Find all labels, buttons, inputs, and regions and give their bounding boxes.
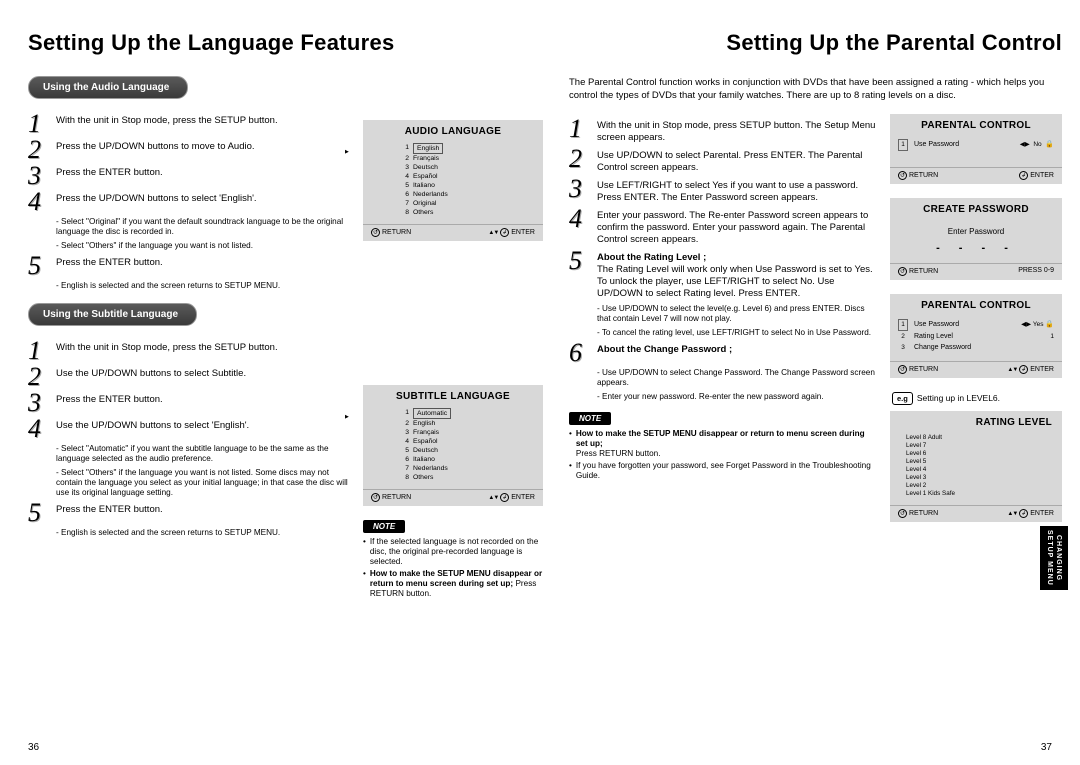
audio-step-5: Press the ENTER button.: [56, 255, 163, 277]
pc-step-3: Use LEFT/RIGHT to select Yes if you want…: [597, 178, 878, 204]
pill-audio: Using the Audio Language: [28, 76, 188, 99]
audio-step-4: Press the UP/DOWN buttons to select 'Eng…: [56, 191, 257, 213]
pc5-note-a: Use UP/DOWN to select the level(e.g. Lev…: [597, 304, 878, 324]
audio-note-b: Select "Others" if the language you want…: [56, 241, 355, 251]
audio-step-2: Press the UP/DOWN buttons to move to Aud…: [56, 139, 255, 161]
enter-label: ▲▼ ↲ENTER: [488, 228, 535, 237]
sub-step-4: Use the UP/DOWN buttons to select 'Engli…: [56, 418, 249, 440]
example-line: e.gSetting up in LEVEL6.: [892, 392, 1062, 405]
sub-step-2: Use the UP/DOWN buttons to select Subtit…: [56, 366, 246, 388]
sub-note-5: English is selected and the screen retur…: [56, 528, 355, 538]
audio-steps: 1With the unit in Stop mode, press the S…: [28, 113, 355, 213]
rating-list: Level 8 Adult Level 7 Level 6 Level 5 Le…: [890, 432, 1062, 502]
audio-note-5: English is selected and the screen retur…: [56, 281, 355, 291]
note-block-right: NOTE How to make the SETUP MENU disappea…: [569, 412, 878, 481]
return-label: ↺RETURN: [371, 228, 411, 237]
page-number-right: 37: [1041, 742, 1052, 753]
screen-subtitle-language: SUBTITLE LANGUAGE 1Automatic 2English 3F…: [363, 385, 543, 506]
audio-step-3: Press the ENTER button.: [56, 165, 163, 187]
side-tab: CHANGINGSETUP MENU: [1040, 526, 1068, 590]
sub-note-a: Select "Automatic" if you want the subti…: [56, 444, 355, 464]
sub-step-3: Press the ENTER button.: [56, 392, 163, 414]
right-title: Setting Up the Parental Control: [569, 30, 1062, 56]
audio-menu-list: 1English 2Français 3Deutsch 4Español 5It…: [371, 143, 535, 217]
left-page: Setting Up the Language Features Using t…: [28, 30, 557, 601]
pc-step-2: Use UP/DOWN to select Parental. Press EN…: [597, 148, 878, 174]
pc-step-1: With the unit in Stop mode, press SETUP …: [597, 118, 878, 144]
pc5-note-b: To cancel the rating level, use LEFT/RIG…: [597, 328, 878, 338]
page-number-left: 36: [28, 742, 39, 753]
pc-step-4: Enter your password. The Re-enter Passwo…: [597, 208, 878, 246]
parental-intro: The Parental Control function works in c…: [569, 76, 1062, 102]
left-title: Setting Up the Language Features: [28, 30, 543, 56]
pc-step-5: About the Rating Level ;The Rating Level…: [597, 250, 878, 300]
sub-step-5: Press the ENTER button.: [56, 502, 163, 524]
sub-step-1: With the unit in Stop mode, press the SE…: [56, 340, 278, 362]
screen-create-password: CREATE PASSWORD Enter Password - - - - ↺…: [890, 198, 1062, 280]
sub-note-b: Select "Others" if the language you want…: [56, 468, 355, 498]
subtitle-steps: 1With the unit in Stop mode, press the S…: [28, 340, 355, 440]
screen-rating-level: RATING LEVEL Level 8 Adult Level 7 Level…: [890, 411, 1062, 522]
pc-step-6: About the Change Password ;: [597, 342, 732, 364]
audio-step-1: With the unit in Stop mode, press the SE…: [56, 113, 278, 135]
screen-parental-1: PARENTAL CONTROL 1Use Password◀▶ No 🔒 ↺R…: [890, 114, 1062, 184]
pc6-note-b: Enter your new password. Re-enter the ne…: [597, 392, 878, 402]
pill-subtitle: Using the Subtitle Language: [28, 303, 197, 326]
pc6-note-a: Use UP/DOWN to select Change Password. T…: [597, 368, 878, 388]
screen-parental-2: PARENTAL CONTROL 1Use Password◀▶ Yes 🔒 2…: [890, 294, 1062, 378]
subtitle-menu-list: 1Automatic 2English 3Français 4Español 5…: [371, 408, 535, 482]
screen-audio-language: AUDIO LANGUAGE 1English 2Français 3Deuts…: [363, 120, 543, 241]
audio-note-a: Select "Original" if you want the defaul…: [56, 217, 355, 237]
note-block-left: NOTE If the selected language is not rec…: [363, 520, 543, 599]
right-page: Setting Up the Parental Control The Pare…: [557, 30, 1062, 601]
